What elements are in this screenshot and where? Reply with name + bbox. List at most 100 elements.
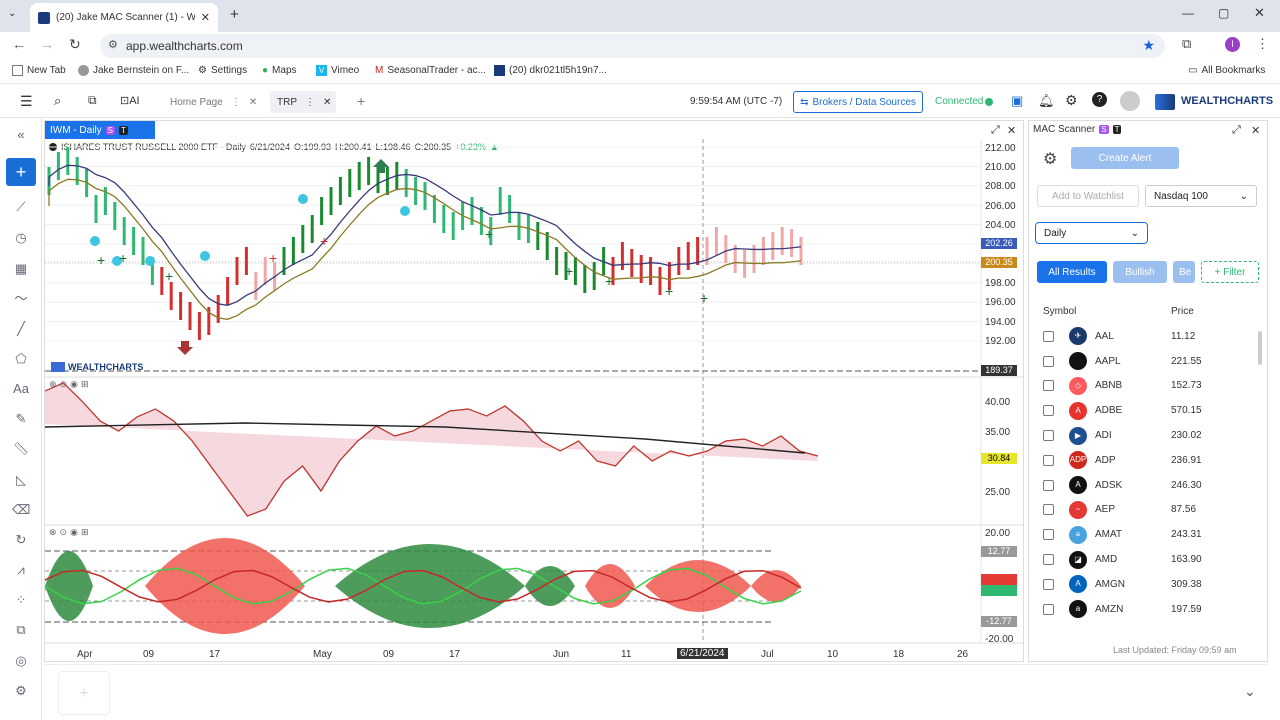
table-row[interactable]: ✈ AAL 11.12 (1029, 324, 1269, 349)
table-row[interactable]: ▶ ADI 230.02 (1029, 423, 1269, 448)
pencil-icon[interactable]: ✎ (15, 411, 27, 426)
calendar-icon[interactable]: ▦ (14, 261, 28, 276)
table-row[interactable]: ADP ADP 236.91 (1029, 448, 1269, 473)
bookmark-new-tab[interactable]: New Tab (12, 65, 66, 76)
col-symbol-header[interactable]: Symbol (1043, 306, 1077, 317)
row-checkbox[interactable] (1043, 529, 1054, 541)
pane3-controls[interactable]: ⊗ ⊙ ◉ ⊞ (49, 527, 89, 538)
profile-avatar[interactable]: I (1225, 37, 1240, 52)
bookmark-dkr[interactable]: (20) dkr021tl5h19n7... (494, 65, 607, 76)
row-checkbox[interactable] (1043, 380, 1054, 392)
menu-kebab-icon[interactable]: ⋮ (1256, 36, 1269, 51)
close-pane-icon[interactable]: ⊗ (49, 527, 57, 537)
tab-home-page[interactable]: Home Page ⋮ ✕ (170, 96, 258, 108)
bookmark-settings[interactable]: ⚙ Settings (198, 65, 248, 76)
close-icon[interactable]: ✕ (323, 96, 332, 108)
settings-pane-icon[interactable]: ⊙ (59, 379, 68, 389)
crosshair-add-button[interactable]: + (6, 158, 36, 186)
copy-icon[interactable]: ⧉ (16, 622, 26, 637)
close-icon[interactable]: ✕ (248, 96, 258, 108)
hamburger-menu-icon[interactable]: ☰ (20, 93, 33, 109)
help-icon[interactable]: ? (1092, 92, 1107, 107)
clock-icon[interactable]: ◷ (15, 230, 27, 245)
maximize-icon[interactable]: ▢ (1218, 6, 1230, 20)
all-bookmarks[interactable]: ▭ All Bookmarks (1188, 65, 1266, 76)
ai-button[interactable]: ⊡AI (120, 95, 140, 107)
bookmark-seasonal[interactable]: M SeasonalTrader - ac... (375, 65, 486, 76)
filter-bullish[interactable]: Bullish (1113, 261, 1167, 283)
add-pane-icon[interactable]: ⊞ (80, 527, 89, 537)
eraser-icon[interactable]: ⌫ (12, 502, 31, 517)
hide-pane-icon[interactable]: ◉ (70, 379, 78, 389)
close-icon[interactable]: ✕ (1007, 125, 1017, 137)
layouts-icon[interactable]: ⧉ (88, 93, 97, 107)
table-row[interactable]: a AMZN 197.59 (1029, 597, 1269, 622)
settings-icon[interactable]: ⚙ (15, 683, 27, 698)
settings-pane-icon[interactable]: ⊙ (59, 527, 68, 537)
gear-icon[interactable]: ⚙ (1065, 92, 1078, 108)
col-price-header[interactable]: Price (1171, 306, 1194, 317)
hide-pane-icon[interactable]: ◉ (70, 527, 78, 537)
search-icon[interactable]: ⌕ (54, 93, 62, 108)
brokers-button[interactable]: ⇆ Brokers / Data Sources (793, 91, 923, 113)
trend-icon[interactable]: 〜 (14, 291, 28, 306)
ruler-icon[interactable]: 📏︎ (12, 441, 30, 456)
chart-panel[interactable]: IWM - Daily S T ⤢ ✕ ISHARES TRUST RUSSEL… (44, 120, 1024, 662)
bookmark-vimeo[interactable]: V Vimeo (316, 65, 359, 76)
row-checkbox[interactable] (1043, 355, 1054, 367)
interval-select[interactable]: Daily ⌄ (1035, 222, 1148, 244)
table-row[interactable]: ◇ ABNB 152.73 (1029, 374, 1269, 399)
add-watchlist-button[interactable]: Add to Watchlist (1037, 185, 1139, 207)
row-checkbox[interactable] (1043, 603, 1054, 615)
row-checkbox[interactable] (1043, 479, 1054, 491)
measure-icon[interactable]: ◺ (16, 472, 26, 487)
chart-symbol-tab[interactable]: IWM - Daily S T (45, 121, 155, 139)
filter-bearish[interactable]: Be (1173, 261, 1195, 283)
minimize-icon[interactable]: — (1182, 6, 1194, 20)
create-alert-button[interactable]: Create Alert (1071, 147, 1179, 169)
extensions-icon[interactable]: ⧉ (1182, 36, 1192, 51)
bell-icon[interactable]: 🔔︎ (1038, 93, 1055, 108)
scanner-gear-icon[interactable]: ⚙ (1043, 151, 1058, 168)
add-panel-button[interactable]: + (58, 671, 110, 715)
row-checkbox[interactable] (1043, 504, 1054, 516)
row-checkbox[interactable] (1043, 330, 1054, 342)
indicator-icon[interactable]: ⟋ (16, 199, 26, 214)
expand-icon[interactable]: ⤢ (1232, 124, 1241, 136)
table-row[interactable]: ≡ AMAT 243.31 (1029, 522, 1269, 547)
add-filter-button[interactable]: + Filter (1201, 261, 1259, 283)
row-checkbox[interactable] (1043, 454, 1054, 466)
row-checkbox[interactable] (1043, 405, 1054, 417)
expand-icon[interactable]: ⤢ (991, 124, 1000, 136)
table-row[interactable]: ~ AEP 87.56 (1029, 498, 1269, 523)
list-select[interactable]: Nasdaq 100 ⌄ (1145, 185, 1257, 207)
user-avatar[interactable] (1120, 91, 1140, 111)
table-row[interactable]: A ADBE 570.15 (1029, 398, 1269, 423)
browser-tab[interactable]: (20) Jake MAC Scanner (1) - We ✕ (30, 3, 218, 32)
table-row[interactable]: ◪ AMD 163.90 (1029, 547, 1269, 572)
row-checkbox[interactable] (1043, 430, 1054, 442)
save-icon[interactable]: ▣ (1011, 93, 1024, 108)
bookmark-star-icon[interactable]: ★ (1142, 37, 1155, 53)
close-window-icon[interactable]: ✕ (1254, 5, 1265, 20)
bookmark-jake[interactable]: Jake Bernstein on F... (78, 65, 189, 76)
new-tab-icon[interactable]: + (230, 6, 239, 23)
scrollbar[interactable] (1258, 331, 1262, 365)
target-icon[interactable]: ◎ (15, 653, 27, 668)
row-checkbox[interactable] (1043, 578, 1054, 590)
chevron-double-down-icon[interactable]: ⌄ (1244, 683, 1256, 699)
forward-icon[interactable]: → (40, 36, 54, 52)
tab-search-icon[interactable]: ⌄ (8, 8, 17, 19)
table-row[interactable]: A ADSK 246.30 (1029, 473, 1269, 498)
tab-close-icon[interactable]: ✕ (200, 12, 210, 24)
line-tool-icon[interactable]: ╱ (17, 321, 25, 336)
pane2-controls[interactable]: ⊗ ⊙ ◉ ⊞ (49, 379, 89, 390)
add-tab-icon[interactable]: + (357, 93, 366, 109)
sync-icon[interactable]: ↻ (15, 532, 27, 547)
filter-all-results[interactable]: All Results (1037, 261, 1107, 283)
shapes-icon[interactable]: ⬠ (15, 351, 27, 366)
table-row[interactable]: A AMGN 309.38 (1029, 572, 1269, 597)
chart-canvas[interactable]: + + + + + + + + + + (45, 121, 1023, 661)
text-tool-icon[interactable]: Aa (13, 381, 29, 396)
close-icon[interactable]: ✕ (1251, 125, 1261, 137)
